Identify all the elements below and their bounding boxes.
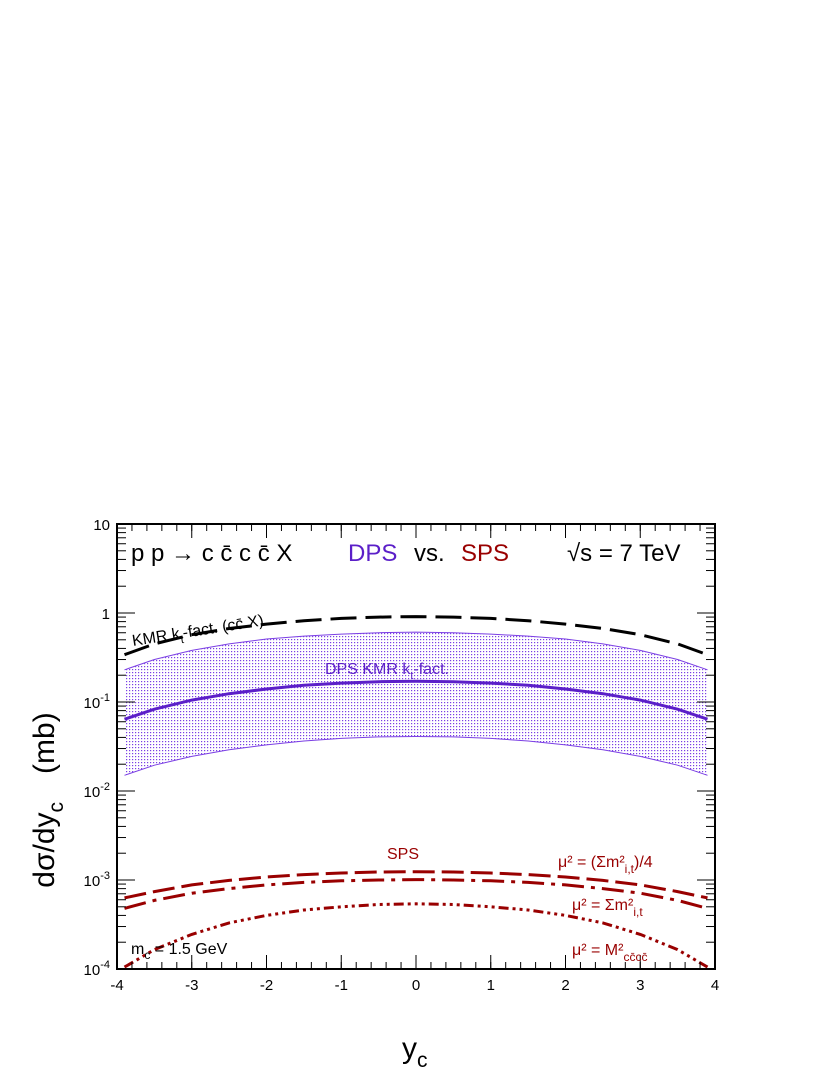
x-tick-label: 0: [412, 977, 420, 994]
y-axis-title: dσ/dyc (mb): [28, 712, 68, 887]
kmr-label-main: KMR k: [131, 625, 182, 649]
y-tick-label: 10-3: [84, 870, 110, 890]
vs-header: vs.: [414, 540, 445, 567]
x-tick-label: 4: [711, 977, 719, 994]
y-tick-exp: -3: [100, 870, 110, 882]
kmr-label-sub: t: [180, 634, 185, 646]
process-label: p p → c c̄ c c̄ X: [131, 540, 292, 567]
y-tick-exp: -4: [100, 959, 110, 971]
y-tick-base: 10: [84, 784, 101, 801]
x-axis-title-main: y: [402, 1032, 417, 1065]
mu3-main: μ² = M²: [572, 942, 624, 959]
y-tick-base: 10: [84, 962, 101, 979]
y-tick-label: 10-4: [84, 959, 110, 979]
series-line-dps_central: [124, 679, 708, 721]
mc-sub: c: [144, 948, 150, 962]
x-tick-label: 3: [636, 977, 644, 994]
y-axis-title-sub: c: [45, 802, 68, 813]
mu1-sub: i,t: [625, 862, 635, 876]
x-tick-label: -3: [185, 977, 198, 994]
y-tick-exp: -1: [100, 692, 110, 704]
dps-label-main: DPS KMR k: [325, 661, 411, 678]
mu2-label: μ² = Σm²i,t: [572, 897, 643, 919]
y-tick-label: 10-1: [84, 692, 110, 712]
mu1-label: μ² = (Σm²i,t)/4: [558, 854, 653, 876]
y-tick-exp: -2: [100, 781, 110, 793]
mc-main: m: [131, 941, 144, 958]
mu2-sub: i,t: [633, 905, 643, 919]
y-tick-base: 10: [84, 695, 101, 712]
y-tick-base: 1: [102, 606, 110, 623]
mc-label: mc = 1.5 GeV: [131, 941, 228, 962]
y-axis-title-unit: (mb): [28, 712, 61, 774]
dps-band-fill: [124, 632, 708, 776]
y-axis-title-main: dσ/dy: [28, 812, 61, 887]
mu2-main: μ² = Σm²: [572, 897, 634, 914]
mu1-main: μ² = (Σm²: [558, 854, 625, 871]
dps-band-upper-edge: [124, 631, 708, 671]
series-line-sps_M2: [123, 902, 709, 969]
sps-label: SPS: [387, 846, 419, 863]
x-tick-label: -1: [335, 977, 348, 994]
kmr-label-rest: -fact. (cc̄ X): [181, 612, 264, 642]
x-axis-title-sub: c: [417, 1049, 428, 1072]
series-line-sps_sum_m2_over4: [124, 870, 708, 900]
sps-header: SPS: [461, 540, 509, 567]
x-axis-title: yc: [402, 1032, 428, 1072]
dps-header: DPS: [348, 540, 397, 567]
series-line-kmr: [123, 615, 709, 657]
y-tick-label: 1: [102, 606, 110, 623]
dps-band-lower-edge: [124, 735, 708, 776]
x-tick-label: -4: [110, 977, 123, 994]
y-tick-label: 10: [93, 517, 110, 534]
mc-rest: = 1.5 GeV: [150, 941, 227, 958]
x-tick-label: -2: [260, 977, 273, 994]
y-tick-base: 10: [93, 517, 110, 534]
mu3-label: μ² = M²cc̄cc̄: [572, 942, 647, 964]
x-tick-label: 1: [487, 977, 495, 994]
y-tick-base: 10: [84, 873, 101, 890]
energy-label: √s = 7 TeV: [567, 540, 680, 567]
dps-band-label: DPS KMR kt-fact.: [325, 661, 449, 682]
dps-label-rest: -fact.: [413, 661, 449, 678]
mu3-sub: cc̄cc̄: [623, 950, 647, 964]
mu1-rest: )/4: [634, 854, 653, 871]
series-line-sps_sum_m2: [124, 878, 708, 910]
x-tick-label: 2: [561, 977, 569, 994]
y-tick-label: 10-2: [84, 781, 110, 801]
dps-label-sub: t: [410, 670, 413, 682]
